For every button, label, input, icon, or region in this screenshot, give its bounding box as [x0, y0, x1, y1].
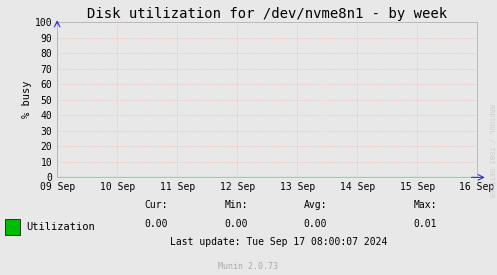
- Text: Cur:: Cur:: [145, 200, 168, 210]
- Text: Munin 2.0.73: Munin 2.0.73: [219, 262, 278, 271]
- Title: Disk utilization for /dev/nvme8n1 - by week: Disk utilization for /dev/nvme8n1 - by w…: [87, 7, 447, 21]
- Text: Last update: Tue Sep 17 08:00:07 2024: Last update: Tue Sep 17 08:00:07 2024: [169, 237, 387, 247]
- Text: Max:: Max:: [414, 200, 437, 210]
- Text: Utilization: Utilization: [26, 222, 94, 232]
- Text: 0.00: 0.00: [304, 219, 328, 229]
- Text: 0.00: 0.00: [145, 219, 168, 229]
- Text: 0.00: 0.00: [224, 219, 248, 229]
- Text: Avg:: Avg:: [304, 200, 328, 210]
- Y-axis label: % busy: % busy: [22, 81, 32, 119]
- Text: RRDTOOL / TOBI OETIKER: RRDTOOL / TOBI OETIKER: [488, 104, 494, 198]
- Text: 0.01: 0.01: [414, 219, 437, 229]
- Text: Min:: Min:: [224, 200, 248, 210]
